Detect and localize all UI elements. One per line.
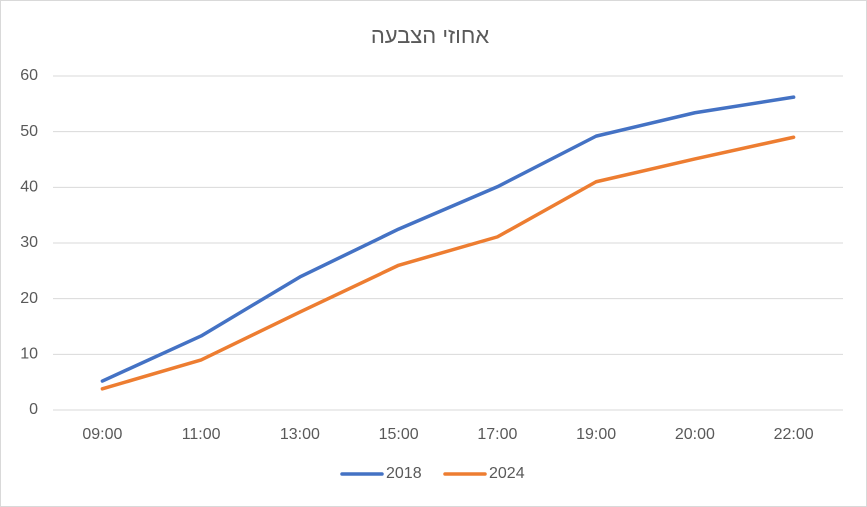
x-tick-label: 19:00 bbox=[576, 426, 616, 443]
y-tick-label: 30 bbox=[20, 234, 38, 251]
x-tick-label: 22:00 bbox=[774, 426, 814, 443]
y-tick-label: 50 bbox=[20, 123, 38, 140]
y-tick-label: 60 bbox=[20, 67, 38, 84]
x-tick-label: 17:00 bbox=[477, 426, 517, 443]
chart-title: אחוזי הצבעה bbox=[371, 23, 490, 48]
line-series bbox=[100, 135, 796, 391]
x-tick-label: 20:00 bbox=[675, 426, 715, 443]
legend-label: 2024 bbox=[489, 465, 525, 482]
x-tick-label: 11:00 bbox=[182, 426, 221, 443]
x-tick-label: 13:00 bbox=[280, 426, 320, 443]
y-tick-label: 20 bbox=[20, 290, 38, 307]
line-series bbox=[100, 95, 796, 383]
y-tick-label: 10 bbox=[20, 346, 38, 363]
x-tick-label: 15:00 bbox=[379, 426, 419, 443]
legend-label: 2018 bbox=[386, 465, 422, 482]
y-tick-label: 0 bbox=[29, 401, 38, 418]
y-tick-label: 40 bbox=[20, 179, 38, 196]
x-tick-label: 09:00 bbox=[82, 426, 122, 443]
